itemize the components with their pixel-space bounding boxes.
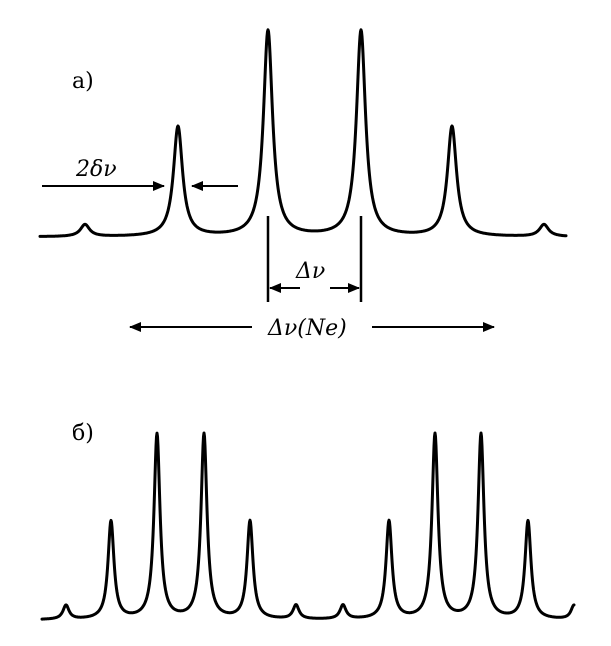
spectrum-curve-b <box>40 431 576 621</box>
neon-annotation: Δν(Ne) <box>129 316 495 341</box>
linewidth-annotation: 2δν <box>42 157 238 191</box>
panel-a-label: а) <box>72 69 94 94</box>
linewidth-label: 2δν <box>75 157 117 182</box>
panel-a: а) 2δν Δν Δν(Ne) <box>38 28 568 341</box>
spacing-label: Δν <box>295 259 325 284</box>
panel-b: б) <box>40 421 576 621</box>
neon-label: Δν(Ne) <box>267 316 347 341</box>
spacing-annotation: Δν <box>266 216 363 302</box>
panel-b-label: б) <box>72 421 94 446</box>
spectrum-curve-a <box>38 28 568 238</box>
